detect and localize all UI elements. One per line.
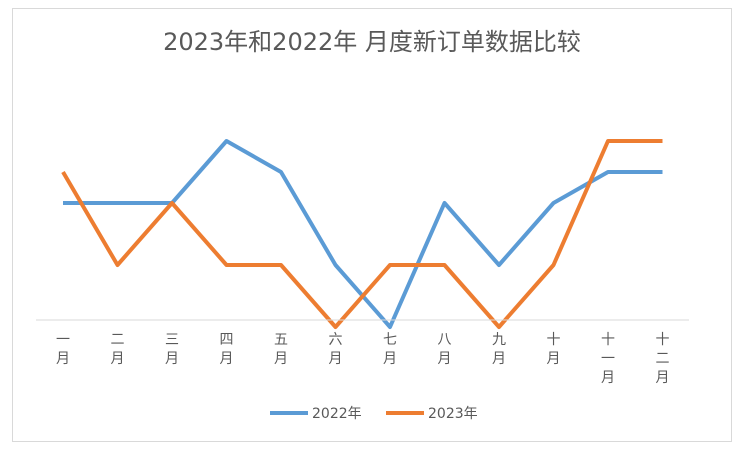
series-line-2023年 bbox=[61, 139, 663, 329]
x-tick-label: 九月 bbox=[492, 332, 506, 367]
x-tick-label: 六月 bbox=[329, 332, 343, 367]
x-tick-label: 四月 bbox=[220, 332, 234, 367]
x-tick-label: 一月 bbox=[56, 332, 70, 367]
legend-label: 2022年 bbox=[312, 406, 362, 422]
x-tick-label: 二月 bbox=[111, 332, 125, 367]
x-tick-label: 三月 bbox=[165, 332, 179, 367]
x-tick-label: 七月 bbox=[383, 332, 397, 367]
chart-title: 2023年和2022年 月度新订单数据比较 bbox=[163, 28, 581, 56]
x-tick-label: 十月 bbox=[547, 332, 561, 367]
legend-label: 2023年 bbox=[428, 406, 478, 422]
x-tick-label: 十二月 bbox=[656, 332, 670, 386]
series-line-2022年 bbox=[63, 139, 663, 329]
chart-frame bbox=[12, 8, 732, 442]
x-tick-label: 八月 bbox=[438, 332, 452, 367]
x-tick-label: 十一月 bbox=[601, 332, 615, 386]
x-tick-label: 五月 bbox=[274, 332, 288, 367]
